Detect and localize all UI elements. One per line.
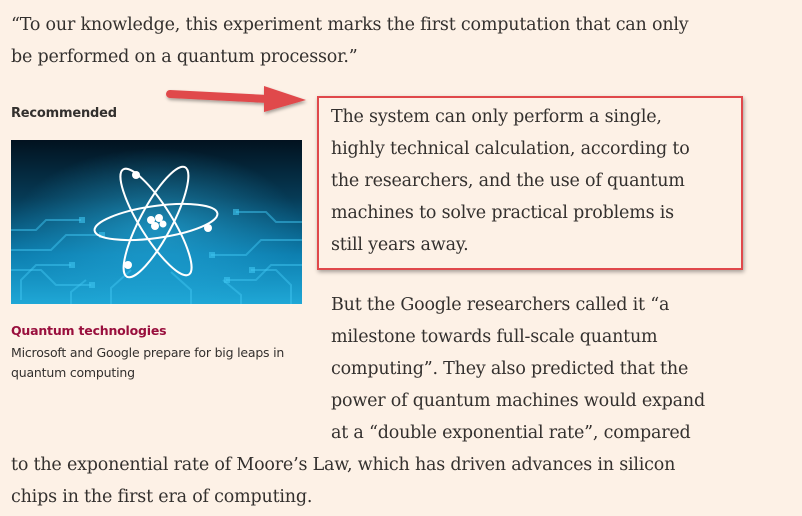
highlight-line-5: still years away. [331, 235, 469, 255]
highlight-box [317, 96, 743, 270]
para2-line-7: chips in the first era of computing. [11, 487, 313, 507]
recommended-headline-link[interactable]: Microsoft and Google prepare for big lea… [11, 345, 285, 380]
recommended-topic-link[interactable]: Quantum technologies [11, 323, 167, 338]
recommended-image[interactable] [11, 140, 302, 304]
article-paragraph-continued: to the exponential rate of Moore’s Law, … [11, 449, 791, 513]
para2-line-4: power of quantum machines would expand [331, 391, 705, 411]
annotation-arrow-icon [166, 86, 306, 112]
para2-line-1: But the Google researchers called it “a [331, 295, 670, 315]
para2-line-6: to the exponential rate of Moore’s Law, … [11, 455, 676, 475]
recommended-label: Recommended [11, 106, 117, 121]
atom-illustration [11, 140, 302, 304]
article-paragraph: But the Google researchers called it “a … [331, 289, 791, 449]
highlight-line-1: The system can only perform a single, [331, 107, 662, 127]
highlight-line-2: highly technical calculation, according … [331, 139, 690, 159]
quote-paragraph: “To our knowledge, this experiment marks… [11, 9, 791, 73]
para2-line-2: milestone towards full-scale quantum [331, 327, 658, 347]
quote-line-1: “To our knowledge, this experiment marks… [11, 15, 689, 35]
para2-line-3: computing”. They also predicted that the [331, 359, 689, 379]
highlight-line-3: the researchers, and the use of quantum [331, 171, 685, 191]
quote-line-2: be performed on a quantum processor.” [11, 47, 358, 67]
highlight-line-4: machines to solve practical problems is [331, 203, 674, 223]
para2-line-5: at a “double exponential rate”, compared [331, 423, 691, 443]
highlighted-paragraph: The system can only perform a single, hi… [331, 101, 731, 261]
